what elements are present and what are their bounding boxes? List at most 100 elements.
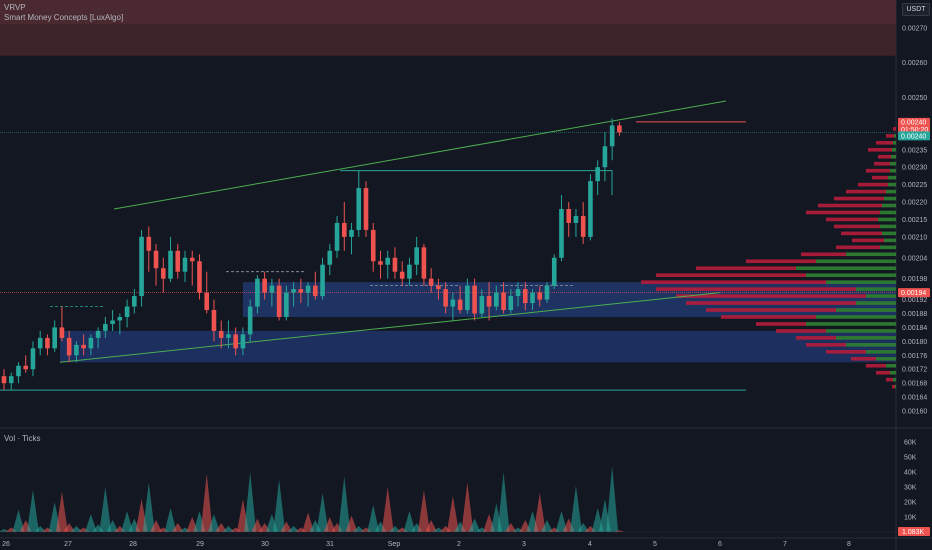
candle-body xyxy=(110,320,115,324)
smc-label[interactable]: Smart Money Concepts [LuxAlgo] xyxy=(4,13,124,22)
candle-body xyxy=(182,257,188,272)
axes[interactable]: 0.00270 0.00260 0.00250 0.00240 0.00235 0.002… xyxy=(2,25,930,548)
profile-bar-down xyxy=(892,384,895,389)
candle-body xyxy=(16,365,21,377)
volume-profile xyxy=(641,127,896,389)
candle-body xyxy=(189,257,195,262)
candle-body xyxy=(428,278,434,286)
volume-label[interactable]: Vol · Ticks xyxy=(4,434,41,443)
profile-bar-down xyxy=(866,168,890,173)
price-tick-label: 0.00172 xyxy=(902,367,927,374)
volume-spike xyxy=(425,520,438,532)
time-tick-label: 8 xyxy=(847,541,851,548)
time-tick-label: 2 xyxy=(457,541,461,548)
volume-spike xyxy=(164,508,177,532)
candle-body xyxy=(544,285,550,300)
currency-badge[interactable]: USDT xyxy=(902,3,930,16)
channel-upper-line xyxy=(113,100,727,210)
candle-body xyxy=(479,296,485,314)
profile-bar-down xyxy=(851,356,876,361)
profile-bar-down xyxy=(874,161,890,166)
price-tick-label: 0.00176 xyxy=(902,353,927,360)
candle-body xyxy=(269,285,275,293)
candle-body xyxy=(573,215,579,223)
profile-bar-up xyxy=(878,217,896,222)
channel-lower-line xyxy=(59,292,721,363)
candle-body xyxy=(356,188,362,230)
candle-body xyxy=(494,292,499,307)
candle-body xyxy=(247,306,253,335)
profile-bar-up xyxy=(856,287,896,291)
candle-body xyxy=(240,334,246,349)
profile-bar-up xyxy=(882,231,896,236)
candle-body xyxy=(146,236,152,251)
candle-body xyxy=(392,257,398,272)
profile-bar-up xyxy=(892,147,896,152)
candle-body xyxy=(117,316,123,321)
profile-bar-down xyxy=(656,287,856,291)
volume-spike xyxy=(606,466,619,532)
bos-line xyxy=(340,170,613,196)
profile-bar-up xyxy=(880,245,896,250)
price-tick-label: 0.00230 xyxy=(902,165,927,172)
profile-bar-up xyxy=(846,252,896,257)
volume-tick-label: 10K xyxy=(904,515,917,522)
volume-spike xyxy=(468,518,481,532)
price-tick-label: 0.00198 xyxy=(902,276,927,283)
price-tick-label: 0.00235 xyxy=(902,147,927,154)
profile-bar-up xyxy=(888,175,896,180)
candle-body xyxy=(168,250,173,279)
volume-spike xyxy=(63,523,76,532)
zones xyxy=(0,0,896,363)
volume-spike xyxy=(446,496,459,532)
volume-spike xyxy=(323,517,336,532)
volume-spike xyxy=(273,479,286,532)
candle-body xyxy=(399,271,405,279)
profile-bar-down xyxy=(696,266,796,271)
candle-body xyxy=(74,344,79,356)
current-volume-label: 1.083K xyxy=(902,529,925,536)
candle-body xyxy=(45,337,50,349)
time-tick-label: Sep xyxy=(388,541,401,548)
volume-spike xyxy=(280,521,293,532)
vrvp-label[interactable]: VRVP xyxy=(4,3,26,12)
profile-bar-up xyxy=(866,350,896,354)
volume-spike xyxy=(577,523,590,532)
profile-bar-down xyxy=(806,210,880,215)
volume-spike xyxy=(533,493,546,532)
profile-bar-down xyxy=(706,308,836,312)
time-tick-label: 28 xyxy=(129,541,137,548)
profile-bar-up xyxy=(846,343,896,347)
volume-spike xyxy=(200,473,213,532)
volume-spike xyxy=(84,514,97,532)
profile-bar-down xyxy=(858,182,888,187)
candle-body xyxy=(95,330,101,338)
candle-body xyxy=(59,327,65,338)
volume-spike xyxy=(99,487,112,532)
volume-pane xyxy=(0,466,896,533)
volume-spike xyxy=(287,526,300,532)
candle-body xyxy=(52,327,57,349)
volume-spike xyxy=(55,491,68,532)
profile-bar-down xyxy=(834,196,884,201)
volume-spike xyxy=(150,520,163,532)
profile-bar-down xyxy=(746,259,816,264)
volume-spike xyxy=(26,490,39,532)
candle-body xyxy=(530,292,535,304)
profile-bar-down xyxy=(876,141,893,145)
candle-body xyxy=(602,146,608,168)
supply-zone-upper xyxy=(0,0,896,25)
candle-body xyxy=(160,268,166,279)
drawings[interactable] xyxy=(0,100,896,391)
profile-bar-down xyxy=(801,252,846,257)
candle-body xyxy=(559,209,564,258)
candle-body xyxy=(421,247,427,279)
profile-bar-down xyxy=(836,245,880,250)
candle-body xyxy=(501,292,506,311)
volume-spike xyxy=(316,493,329,532)
time-tick-label: 26 xyxy=(2,541,10,548)
volume-spike xyxy=(171,523,184,532)
volume-spike xyxy=(70,526,83,532)
